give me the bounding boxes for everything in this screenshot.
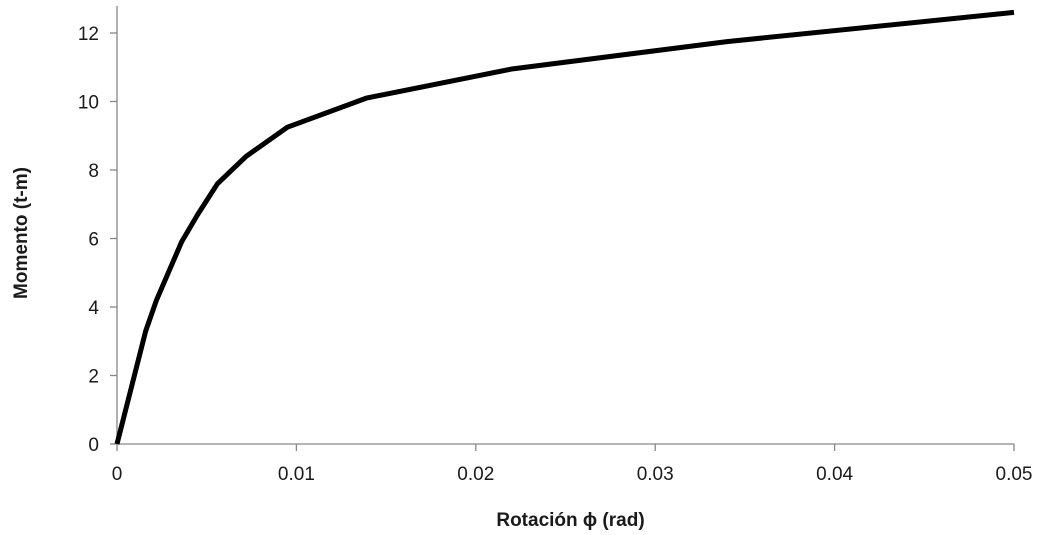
y-tick-label: 2 — [88, 367, 99, 388]
y-tick-label: 8 — [88, 161, 99, 182]
y-tick-label: 4 — [88, 298, 99, 319]
y-axis-ticks: 0 2 4 6 8 10 12 — [78, 24, 117, 456]
y-tick-label: 0 — [88, 435, 99, 456]
series-line — [114, 9, 1015, 445]
x-tick-label: 0.03 — [637, 464, 674, 485]
x-tick-label: 0.01 — [278, 464, 315, 485]
y-tick-label: 10 — [78, 93, 99, 114]
series-layer — [114, 9, 1015, 445]
y-axis-title: Momento (t-m) — [11, 167, 32, 299]
x-tick-label: 0.02 — [457, 464, 494, 485]
y-tick-label: 6 — [88, 230, 99, 251]
x-tick-label: 0.04 — [816, 464, 853, 485]
y-tick-label: 12 — [78, 24, 99, 45]
x-tick-label: 0 — [112, 464, 123, 485]
x-axis-title: Rotación ϕ (rad) — [496, 510, 644, 531]
x-axis-ticks: 0 0.01 0.02 0.03 0.04 0.05 — [112, 444, 1033, 485]
x-tick-label: 0.05 — [996, 464, 1033, 485]
